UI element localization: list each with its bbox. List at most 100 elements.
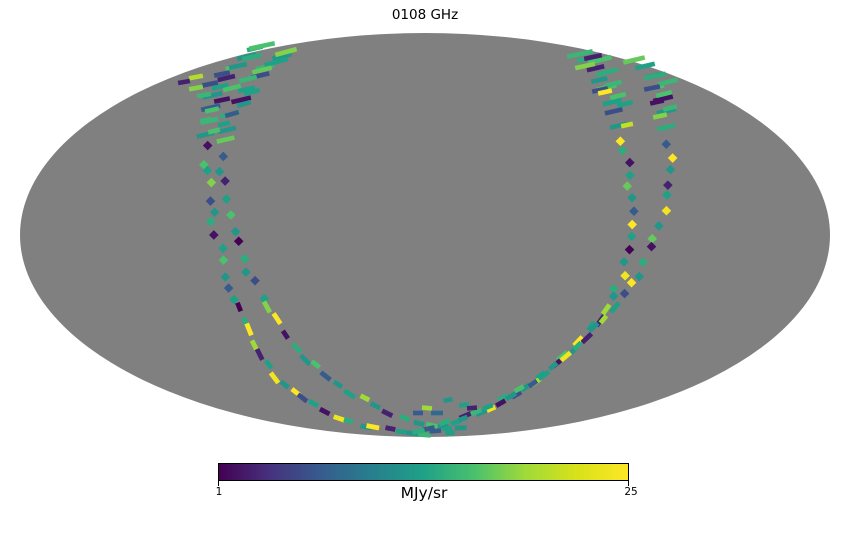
map-pixel	[343, 416, 354, 425]
map-pixel	[251, 65, 273, 75]
map-pixel	[442, 425, 452, 432]
map-pixel	[591, 86, 609, 94]
map-pixel	[238, 74, 258, 84]
map-pixel	[216, 135, 235, 144]
map-pixel	[218, 151, 229, 162]
map-pixel	[620, 270, 630, 281]
map-pixel	[209, 230, 219, 240]
map-pixel	[494, 398, 507, 408]
map-pixel	[537, 369, 551, 381]
map-pixel	[504, 391, 518, 402]
colorbar-max-tickmark	[628, 481, 629, 486]
map-pixel	[250, 275, 260, 286]
map-pixel	[657, 122, 676, 132]
map-pixel	[205, 196, 216, 206]
map-pixel	[619, 257, 629, 267]
map-pixel	[438, 418, 451, 427]
map-pixel	[222, 83, 242, 93]
map-pixel	[399, 413, 411, 423]
map-pixel	[237, 85, 256, 94]
map-pixel	[235, 301, 244, 313]
map-pixel	[422, 425, 436, 433]
map-pixel	[458, 402, 470, 408]
map-pixel	[268, 371, 281, 385]
map-pixel	[647, 233, 658, 244]
map-pixel	[655, 89, 673, 99]
map-pixel	[626, 231, 637, 242]
map-pixel	[604, 107, 623, 116]
map-pixel	[661, 205, 672, 216]
map-pixel	[224, 109, 240, 119]
map-pixel	[319, 370, 332, 382]
map-pixel	[342, 388, 357, 400]
map-pixel	[299, 353, 312, 367]
map-pixel	[657, 77, 679, 87]
map-pixel	[626, 277, 637, 288]
map-pixel	[602, 97, 623, 107]
map-pixel	[220, 272, 231, 282]
map-pixel	[595, 67, 619, 77]
map-pixel	[431, 410, 443, 416]
map-pixel	[202, 140, 213, 151]
map-pixel	[221, 194, 232, 204]
map-pixel	[217, 125, 237, 135]
map-pixel	[217, 73, 236, 83]
map-pixel	[665, 164, 676, 175]
map-pixel	[279, 379, 290, 390]
map-pixel	[254, 347, 265, 361]
map-pixel	[228, 61, 248, 71]
chart-title: 0108 GHz	[391, 7, 459, 23]
map-pixel	[619, 288, 630, 299]
map-pixel	[466, 405, 478, 411]
map-pixel	[572, 335, 585, 348]
map-pixel	[249, 339, 259, 351]
map-pixel	[381, 408, 394, 418]
map-pixel	[622, 181, 633, 191]
map-pixel	[188, 84, 204, 92]
map-pixel	[209, 207, 220, 218]
map-pixel	[609, 91, 627, 101]
map-pixel	[667, 153, 678, 163]
map-pixel	[457, 414, 469, 423]
colorbar-max-tick: 25	[624, 486, 638, 498]
map-pixel	[580, 331, 594, 345]
map-pixel	[627, 192, 637, 203]
map-pixel	[205, 216, 216, 227]
map-pixel	[662, 104, 678, 112]
map-pixel	[586, 63, 605, 73]
map-pixel	[213, 96, 231, 104]
map-pixel	[233, 236, 244, 247]
map-pixel	[366, 423, 380, 431]
map-pixel	[643, 71, 667, 81]
map-background-ellipse	[20, 33, 830, 437]
map-pixel	[634, 61, 656, 71]
map-pixel	[207, 127, 221, 135]
map-pixel	[608, 291, 619, 301]
map-pixel	[236, 99, 252, 109]
map-pixel	[616, 99, 634, 109]
map-pixel	[649, 98, 665, 106]
map-pixel	[566, 49, 594, 59]
map-pixel	[199, 116, 213, 124]
map-pixel	[204, 106, 220, 114]
map-pixel	[217, 120, 231, 128]
map-pixel	[469, 407, 483, 417]
map-pixel	[201, 80, 219, 88]
map-pixel	[359, 393, 371, 403]
colorbar-min-tick: 1	[215, 486, 223, 498]
map-pixel	[411, 427, 425, 435]
map-pixel	[646, 241, 657, 252]
map-pixel	[241, 52, 263, 62]
map-pixel	[261, 300, 273, 314]
map-pixel	[481, 402, 494, 412]
map-pixel	[307, 398, 320, 408]
map-pixel	[243, 87, 261, 97]
map-pixel	[661, 139, 672, 150]
map-pixel	[527, 378, 539, 389]
map-pixel	[513, 384, 525, 394]
map-pixel	[218, 255, 229, 265]
map-pixel	[274, 46, 298, 58]
map-pixel	[244, 322, 254, 337]
map-pixel	[206, 177, 217, 188]
